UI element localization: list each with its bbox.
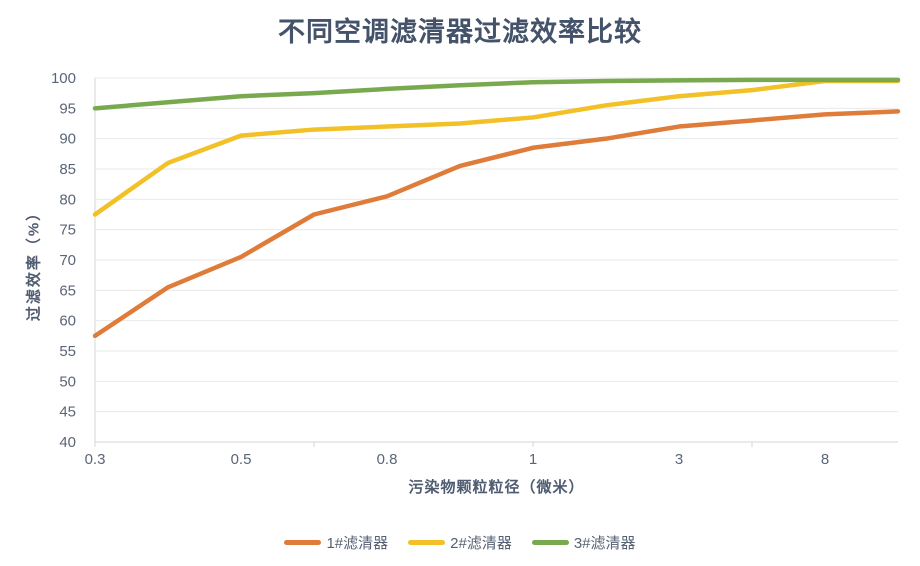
legend-marker <box>531 539 569 545</box>
legend-label: 3#滤清器 <box>573 534 636 552</box>
y-tick-label: 95 <box>59 100 76 117</box>
legend-label: 1#滤清器 <box>326 534 389 552</box>
y-tick-label: 70 <box>59 252 76 269</box>
y-tick-label: 80 <box>59 191 76 208</box>
legend: 1#滤清器 2#滤清器 3#滤清器 <box>0 527 920 557</box>
y-tick-label: 90 <box>59 131 76 148</box>
x-tick-label: 0.8 <box>377 451 398 468</box>
legend-item-2#滤清器: 2#滤清器 <box>408 532 512 553</box>
chart-title: 不同空调滤清器过滤效率比较 <box>278 17 642 47</box>
legend-item-3#滤清器: 3#滤清器 <box>531 532 636 553</box>
x-tick-label: 0.3 <box>85 451 106 468</box>
series-line-2#滤清器 <box>92 78 901 217</box>
x-tick-label: 3 <box>675 451 683 468</box>
y-axis-title: 过滤效率（%） <box>25 203 43 322</box>
x-tick-label: 0.5 <box>231 451 252 468</box>
legend-marker <box>284 539 322 545</box>
y-tick-label: 55 <box>59 343 76 360</box>
x-axis-title: 污染物颗粒粒径（微米） <box>408 479 585 496</box>
y-tick-label: 75 <box>59 222 76 239</box>
legend-item-1#滤清器: 1#滤清器 <box>284 532 388 553</box>
y-tick-label: 50 <box>59 373 76 390</box>
y-tick-label: 85 <box>59 161 76 178</box>
x-tick-label: 1 <box>529 451 537 468</box>
y-tick-label: 45 <box>59 404 76 421</box>
y-tick-label: 65 <box>59 282 76 299</box>
y-tick-label: 60 <box>59 313 76 330</box>
y-tick-label: 40 <box>59 434 76 451</box>
legend-label: 2#滤清器 <box>450 534 512 552</box>
x-tick-label: 8 <box>821 451 829 468</box>
y-tick-label: 100 <box>51 70 76 87</box>
legend-marker <box>408 539 446 545</box>
series-line-3#滤清器 <box>92 77 901 111</box>
series-line-1#滤清器 <box>92 109 901 339</box>
